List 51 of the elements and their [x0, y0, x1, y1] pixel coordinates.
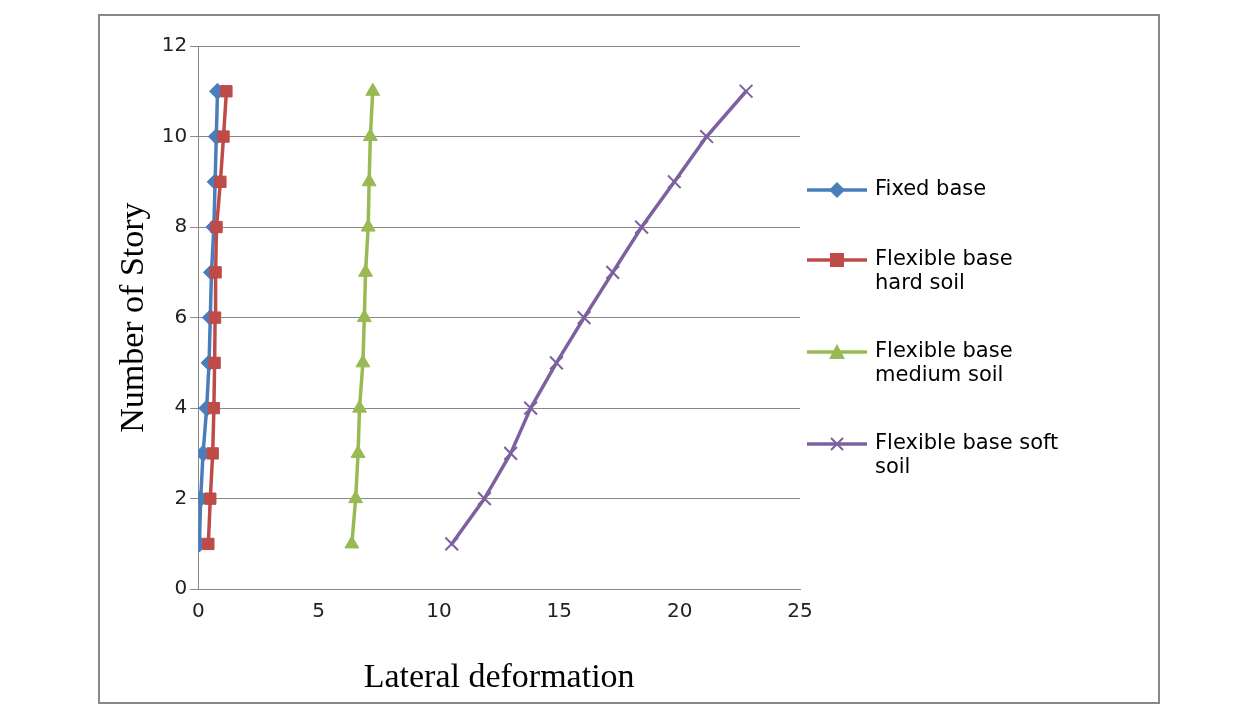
- point: [202, 537, 215, 551]
- point: [208, 311, 222, 324]
- point: [634, 219, 649, 235]
- point: [358, 263, 373, 277]
- point: [355, 354, 371, 368]
- y-tick-label: 10: [161, 122, 188, 147]
- y-tick-label: 6: [174, 303, 188, 328]
- y-tick-label: 12: [161, 32, 188, 57]
- point: [204, 492, 217, 505]
- x-tick-label: 0: [191, 598, 205, 623]
- point: [576, 310, 592, 325]
- point: [209, 266, 222, 279]
- point: [208, 356, 221, 370]
- point: [352, 399, 367, 413]
- x-tick-label: 15: [546, 598, 573, 623]
- legend-label: Flexible base medium soil: [875, 338, 1014, 386]
- point: [523, 400, 539, 416]
- point: [206, 447, 219, 460]
- legend-label: Flexible base hard soil: [875, 246, 1014, 294]
- y-tick-label: 8: [174, 213, 188, 238]
- point: [444, 536, 460, 552]
- legend-label: Fixed base: [875, 176, 987, 200]
- point: [738, 83, 754, 99]
- y-tick-label: 4: [174, 394, 188, 419]
- point: [365, 82, 381, 96]
- point: [699, 129, 714, 144]
- x-tick-label: 25: [787, 598, 813, 623]
- x-tick-label: 5: [312, 598, 325, 623]
- y-tick-label: 0: [174, 575, 188, 600]
- point: [356, 309, 372, 323]
- x-axis-title: Lateral deformation: [363, 656, 635, 694]
- point: [220, 85, 233, 98]
- x-tick-label: 10: [426, 598, 452, 623]
- point: [477, 491, 492, 507]
- legend-label: Flexible base soft soil: [875, 430, 1060, 478]
- point: [344, 535, 360, 549]
- y-tick-label: 2: [174, 484, 188, 509]
- point: [362, 128, 378, 142]
- point: [503, 446, 519, 461]
- point: [210, 220, 223, 234]
- point: [217, 130, 230, 143]
- point: [361, 173, 377, 187]
- point: [207, 401, 221, 415]
- x-tick-label: 20: [666, 598, 693, 623]
- point: [214, 175, 227, 188]
- point: [360, 218, 376, 232]
- point: [605, 264, 621, 280]
- point: [666, 174, 682, 190]
- point: [549, 355, 564, 371]
- point: [348, 490, 364, 504]
- y-axis-title: Number of Story: [113, 202, 151, 433]
